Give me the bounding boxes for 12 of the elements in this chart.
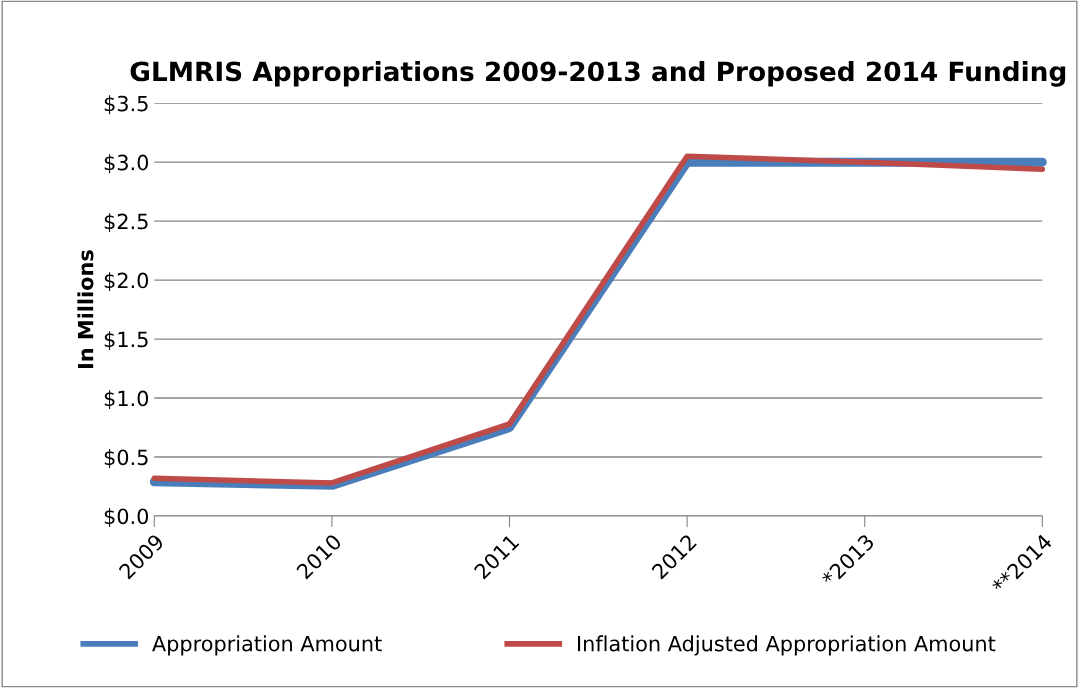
y-tick-label: $2.5 <box>104 213 148 233</box>
y-tick-label: $0.5 <box>104 449 148 469</box>
chart-title: GLMRIS Appropriations 2009-2013 and Proposed 2014 Funding <box>130 60 1066 87</box>
y-tick-label: $0.0 <box>104 508 149 527</box>
y-tick-label: $1.0 <box>104 390 149 410</box>
y-axis-title: In Millions <box>77 250 94 369</box>
y-tick-label: $2.0 <box>104 272 149 292</box>
legend-label: Appropriation Amount <box>152 635 382 656</box>
y-tick-label: $1.5 <box>104 331 148 351</box>
y-tick-label: $3.0 <box>104 154 149 174</box>
legend-label: Inflation Adjusted Appropriation Amount <box>578 635 996 656</box>
y-tick-label: $3.5 <box>104 95 148 115</box>
